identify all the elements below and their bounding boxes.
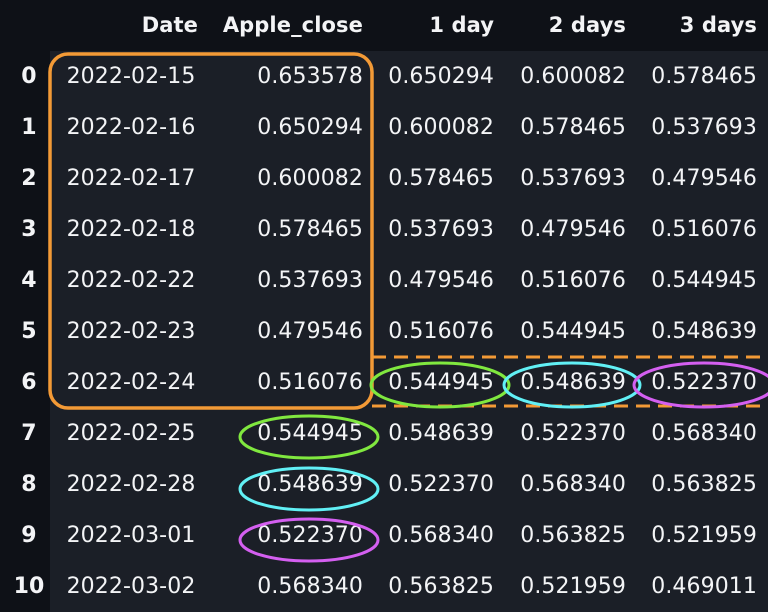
apple-close-cell: 0.537693 [257,268,363,293]
apple-close-cell: 0.650294 [257,115,363,140]
day-1-cell: 0.544945 [388,370,494,395]
day-2-cell: 0.578465 [520,115,626,140]
day-2-cell: 0.563825 [520,523,626,548]
date-cell: 2022-02-16 [66,115,196,140]
day-3-cell: 0.516076 [651,217,757,242]
day-1-cell: 0.548639 [388,421,494,446]
day-1-cell: 0.537693 [388,217,494,242]
apple-close-cell: 0.516076 [257,370,363,395]
header-2-days: 2 days [548,13,626,37]
row-index: 10 [13,574,45,599]
day-3-cell: 0.548639 [651,319,757,344]
header-3-days: 3 days [679,13,757,37]
day-1-cell: 0.600082 [388,115,494,140]
header-date: Date [141,13,198,37]
day-3-cell: 0.521959 [651,523,757,548]
day-2-cell: 0.600082 [520,64,626,89]
day-1-cell: 0.522370 [388,472,494,497]
apple-close-cell: 0.544945 [257,421,363,446]
date-cell: 2022-02-25 [66,421,196,446]
day-2-cell: 0.548639 [520,370,626,395]
row-index-column [0,51,50,612]
day-1-cell: 0.578465 [388,166,494,191]
apple-close-cell: 0.479546 [257,319,363,344]
table-header [0,0,768,51]
row-index: 2 [21,166,37,191]
day-1-cell: 0.479546 [388,268,494,293]
row-index: 4 [21,268,37,293]
date-cell: 2022-03-01 [66,523,196,548]
day-1-cell: 0.568340 [388,523,494,548]
date-cell: 2022-02-17 [66,166,196,191]
row-index: 3 [21,217,37,242]
day-3-cell: 0.469011 [651,574,757,599]
row-index: 7 [21,421,37,446]
row-index: 0 [21,64,37,89]
day-2-cell: 0.544945 [520,319,626,344]
row-index: 5 [21,319,37,344]
date-cell: 2022-02-28 [66,472,196,497]
apple-close-cell: 0.653578 [257,64,363,89]
row-index: 9 [21,523,37,548]
day-2-cell: 0.516076 [520,268,626,293]
header-1-day: 1 day [429,13,494,37]
day-3-cell: 0.522370 [651,370,757,395]
day-1-cell: 0.516076 [388,319,494,344]
apple-close-cell: 0.548639 [257,472,363,497]
day-2-cell: 0.522370 [520,421,626,446]
day-3-cell: 0.537693 [651,115,757,140]
day-3-cell: 0.544945 [651,268,757,293]
row-index: 8 [21,472,37,497]
day-3-cell: 0.563825 [651,472,757,497]
day-2-cell: 0.521959 [520,574,626,599]
day-2-cell: 0.568340 [520,472,626,497]
apple-close-cell: 0.600082 [257,166,363,191]
day-2-cell: 0.537693 [520,166,626,191]
date-cell: 2022-02-22 [66,268,196,293]
header-apple-close: Apple_close [222,13,363,37]
day-1-cell: 0.650294 [388,64,494,89]
day-3-cell: 0.568340 [651,421,757,446]
row-index: 6 [21,370,37,395]
apple-close-cell: 0.568340 [257,574,363,599]
date-cell: 2022-03-02 [66,574,196,599]
apple-close-cell: 0.578465 [257,217,363,242]
date-cell: 2022-02-24 [66,370,196,395]
date-cell: 2022-02-18 [66,217,196,242]
date-cell: 2022-02-15 [66,64,196,89]
date-cell: 2022-02-23 [66,319,196,344]
day-2-cell: 0.479546 [520,217,626,242]
day-3-cell: 0.479546 [651,166,757,191]
day-3-cell: 0.578465 [651,64,757,89]
day-1-cell: 0.563825 [388,574,494,599]
row-index: 1 [21,115,37,140]
apple-close-cell: 0.522370 [257,523,363,548]
